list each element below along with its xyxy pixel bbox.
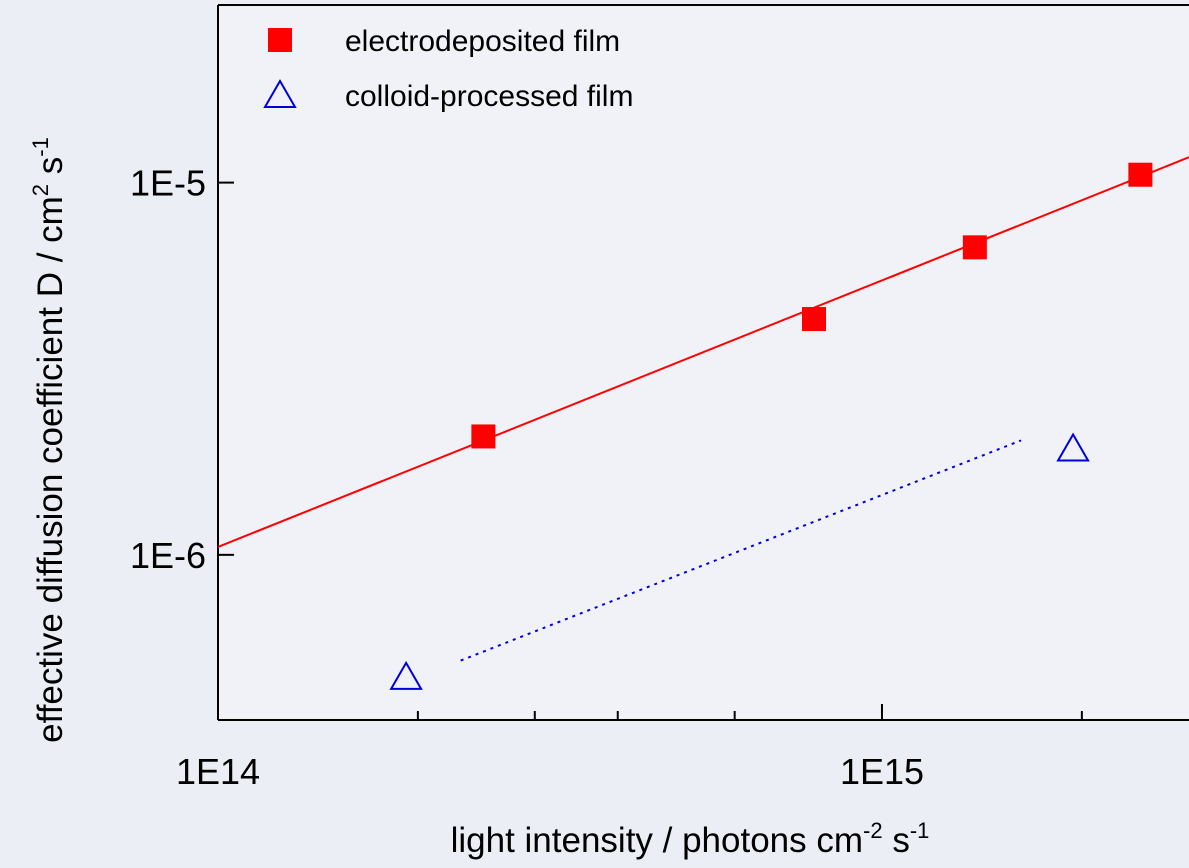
x-tick-label: 1E15	[840, 751, 924, 792]
data-point	[1128, 163, 1152, 187]
legend-label: electrodeposited film	[345, 25, 620, 58]
y-tick-label: 1E-5	[130, 163, 206, 204]
y-axis-label: effective diffusion coefficient D / cm2 …	[28, 137, 70, 743]
data-point	[802, 307, 826, 331]
x-tick-label: 1E14	[176, 751, 260, 792]
legend-label: colloid-processed film	[345, 80, 633, 113]
y-tick-label: 1E-6	[130, 535, 206, 576]
x-label-text: light intensity / photons cm	[451, 821, 863, 860]
x-label-sup: -1	[910, 818, 930, 843]
y-label-sup: 2	[28, 184, 53, 196]
x-label-text: s	[883, 821, 910, 860]
data-point	[471, 424, 495, 448]
legend-marker	[268, 28, 292, 52]
y-label-sup: -1	[28, 137, 53, 157]
x-label-sup: -2	[863, 818, 883, 843]
y-label-text: s	[31, 157, 70, 184]
y-label-text: effective diffusion coefficient D / cm	[31, 196, 70, 743]
chart: light intensity / photons cm-2 s-1 effec…	[0, 0, 1189, 868]
x-axis-label: light intensity / photons cm-2 s-1	[451, 818, 930, 860]
data-point	[963, 235, 987, 259]
